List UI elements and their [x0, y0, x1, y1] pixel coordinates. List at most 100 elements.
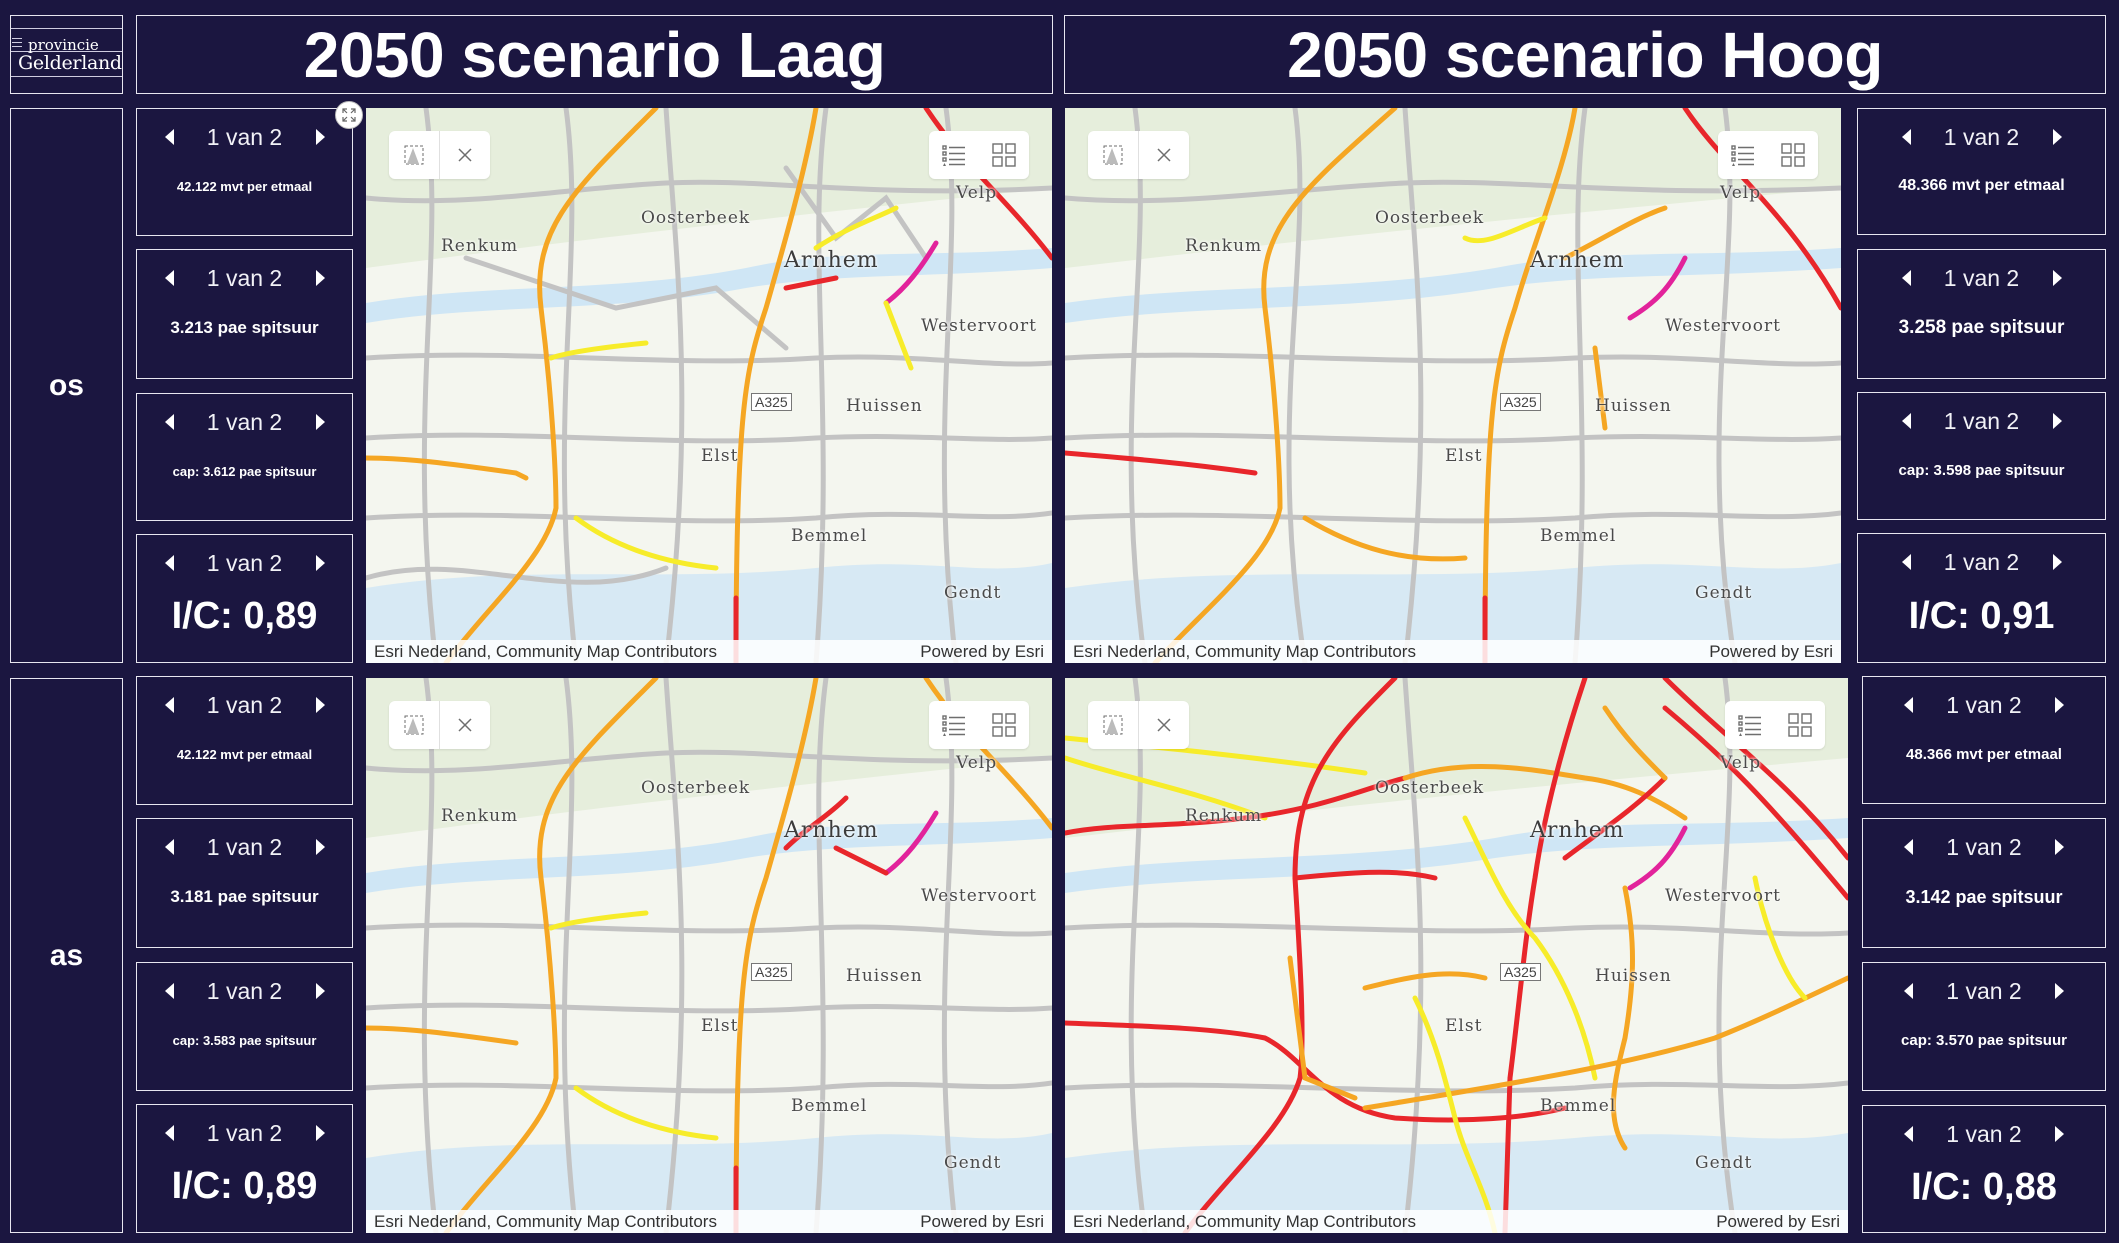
select-button[interactable]: [1088, 131, 1138, 179]
close-icon: [458, 148, 472, 162]
previous-arrow-icon[interactable]: [1901, 129, 1911, 145]
previous-arrow-icon[interactable]: [164, 839, 174, 855]
powered-by-esri[interactable]: Powered by Esri: [1716, 1211, 1840, 1231]
next-arrow-icon[interactable]: [315, 1125, 325, 1141]
powered-by-esri[interactable]: Powered by Esri: [1709, 641, 1833, 661]
attribution-text: Esri Nederland, Community Map Contributo…: [374, 1211, 717, 1231]
stat-value: cap: 3.570 pae spitsuur: [1901, 1032, 2067, 1049]
place-label-velp: Velp: [1720, 183, 1762, 203]
next-arrow-icon[interactable]: [315, 697, 325, 713]
previous-arrow-icon[interactable]: [1904, 839, 1913, 855]
pager-text: 1 van 2: [206, 977, 283, 1004]
place-label-bemmel: Bemmel: [791, 526, 868, 546]
next-arrow-icon[interactable]: [2052, 129, 2062, 145]
powered-by-esri[interactable]: Powered by Esri: [920, 641, 1044, 661]
next-arrow-icon[interactable]: [2055, 697, 2064, 713]
basemap-gallery-button[interactable]: [979, 701, 1029, 749]
place-label-arnhem: Arnhem: [784, 818, 879, 843]
stat-card-hoog-os-intensity: 1 van 2 48.366 mvt per etmaal: [1857, 108, 2106, 235]
previous-arrow-icon[interactable]: [1904, 697, 1913, 713]
previous-arrow-icon[interactable]: [164, 697, 174, 713]
legend-button[interactable]: [929, 131, 979, 179]
powered-by-esri[interactable]: Powered by Esri: [920, 1211, 1044, 1231]
stat-value: I/C: 0,91: [1908, 594, 2055, 637]
map-view-hoog-os[interactable]: Oosterbeek Renkum Arnhem Velp Westervoor…: [1065, 108, 1841, 663]
place-label-gendt: Gendt: [1695, 1153, 1753, 1173]
stat-card-laag-os-capacity: 1 van 2 cap: 3.612 pae spitsuur: [136, 393, 353, 521]
stat-card-hoog-os-capacity: 1 van 2 cap: 3.598 pae spitsuur: [1857, 392, 2106, 520]
next-arrow-icon[interactable]: [2055, 1126, 2064, 1142]
place-label-renkum: Renkum: [1185, 236, 1263, 256]
map-attribution: Esri Nederland, Community Map Contributo…: [366, 1210, 1052, 1233]
stat-value: 48.366 mvt per etmaal: [1898, 176, 2065, 194]
clear-selection-button[interactable]: [1138, 131, 1189, 179]
legend-button[interactable]: [929, 701, 979, 749]
legend-button[interactable]: [1725, 701, 1775, 749]
previous-arrow-icon[interactable]: [164, 1125, 174, 1141]
clear-selection-button[interactable]: [1138, 701, 1189, 749]
place-label-bemmel: Bemmel: [1540, 526, 1617, 546]
clear-selection-button[interactable]: [439, 701, 490, 749]
previous-arrow-icon[interactable]: [1901, 554, 1911, 570]
previous-arrow-icon[interactable]: [164, 270, 174, 286]
pager-text: 1 van 2: [1943, 548, 2020, 575]
pager: 1 van 2: [164, 833, 325, 861]
next-arrow-icon[interactable]: [315, 414, 325, 430]
previous-arrow-icon[interactable]: [1904, 1126, 1913, 1142]
logo-lines-icon: [12, 38, 22, 50]
title-scenario-laag: 2050 scenario Laag: [136, 15, 1053, 94]
next-arrow-icon[interactable]: [315, 555, 325, 571]
next-arrow-icon[interactable]: [315, 983, 325, 999]
place-label-westervoort: Westervoort: [1665, 316, 1781, 336]
clear-selection-button[interactable]: [439, 131, 490, 179]
next-arrow-icon[interactable]: [315, 839, 325, 855]
pager-text: 1 van 2: [1946, 1120, 2022, 1147]
next-arrow-icon[interactable]: [315, 270, 325, 286]
select-button[interactable]: [389, 131, 439, 179]
pager: 1 van 2: [1901, 264, 2062, 292]
logo-rule: [11, 76, 122, 77]
previous-arrow-icon[interactable]: [164, 555, 174, 571]
map-toolbar-left: [389, 701, 490, 749]
next-arrow-icon[interactable]: [2052, 270, 2062, 286]
pager: 1 van 2: [1904, 977, 2064, 1005]
basemap-gallery-button[interactable]: [1775, 701, 1825, 749]
place-label-arnhem: Arnhem: [1530, 818, 1625, 843]
place-label-elst: Elst: [701, 446, 739, 466]
fullscreen-expand-button[interactable]: [335, 101, 363, 129]
basemap-gallery-button[interactable]: [979, 131, 1029, 179]
previous-arrow-icon[interactable]: [1904, 983, 1913, 999]
pager-text: 1 van 2: [206, 264, 283, 291]
legend-icon: [942, 145, 965, 166]
select-button[interactable]: [1088, 701, 1138, 749]
legend-button[interactable]: [1718, 131, 1768, 179]
pager-text: 1 van 2: [1946, 977, 2022, 1004]
stat-card-hoog-as-ic: 1 van 2 I/C: 0,88: [1862, 1105, 2106, 1233]
map-toolbar-right: [1718, 131, 1818, 179]
map-view-laag-os[interactable]: Oosterbeek Renkum Arnhem Velp Westervoor…: [366, 108, 1052, 663]
previous-arrow-icon[interactable]: [164, 414, 174, 430]
previous-arrow-icon[interactable]: [1901, 413, 1911, 429]
next-arrow-icon[interactable]: [2055, 839, 2064, 855]
place-label-gendt: Gendt: [944, 1153, 1002, 1173]
next-arrow-icon[interactable]: [2052, 413, 2062, 429]
provincie-gelderland-logo: provincie Gelderland: [10, 15, 123, 94]
previous-arrow-icon[interactable]: [164, 129, 174, 145]
place-label-oosterbeek: Oosterbeek: [641, 778, 751, 798]
place-label-renkum: Renkum: [441, 236, 519, 256]
map-basemap: [366, 108, 1052, 663]
row-label-text: os: [48, 368, 84, 402]
previous-arrow-icon[interactable]: [164, 983, 174, 999]
title-scenario-hoog: 2050 scenario Hoog: [1064, 15, 2106, 94]
map-view-laag-as[interactable]: Oosterbeek Renkum Arnhem Velp Westervoor…: [366, 678, 1052, 1233]
next-arrow-icon[interactable]: [315, 129, 325, 145]
previous-arrow-icon[interactable]: [1901, 270, 1911, 286]
select-button[interactable]: [389, 701, 439, 749]
place-label-renkum: Renkum: [1185, 806, 1263, 826]
stat-card-laag-as-ic: 1 van 2 I/C: 0,89: [136, 1104, 353, 1233]
next-arrow-icon[interactable]: [2055, 983, 2064, 999]
select-icon: [404, 715, 424, 735]
map-view-hoog-as[interactable]: Oosterbeek Renkum Arnhem Velp Westervoor…: [1065, 678, 1848, 1233]
next-arrow-icon[interactable]: [2052, 554, 2062, 570]
basemap-gallery-button[interactable]: [1768, 131, 1818, 179]
